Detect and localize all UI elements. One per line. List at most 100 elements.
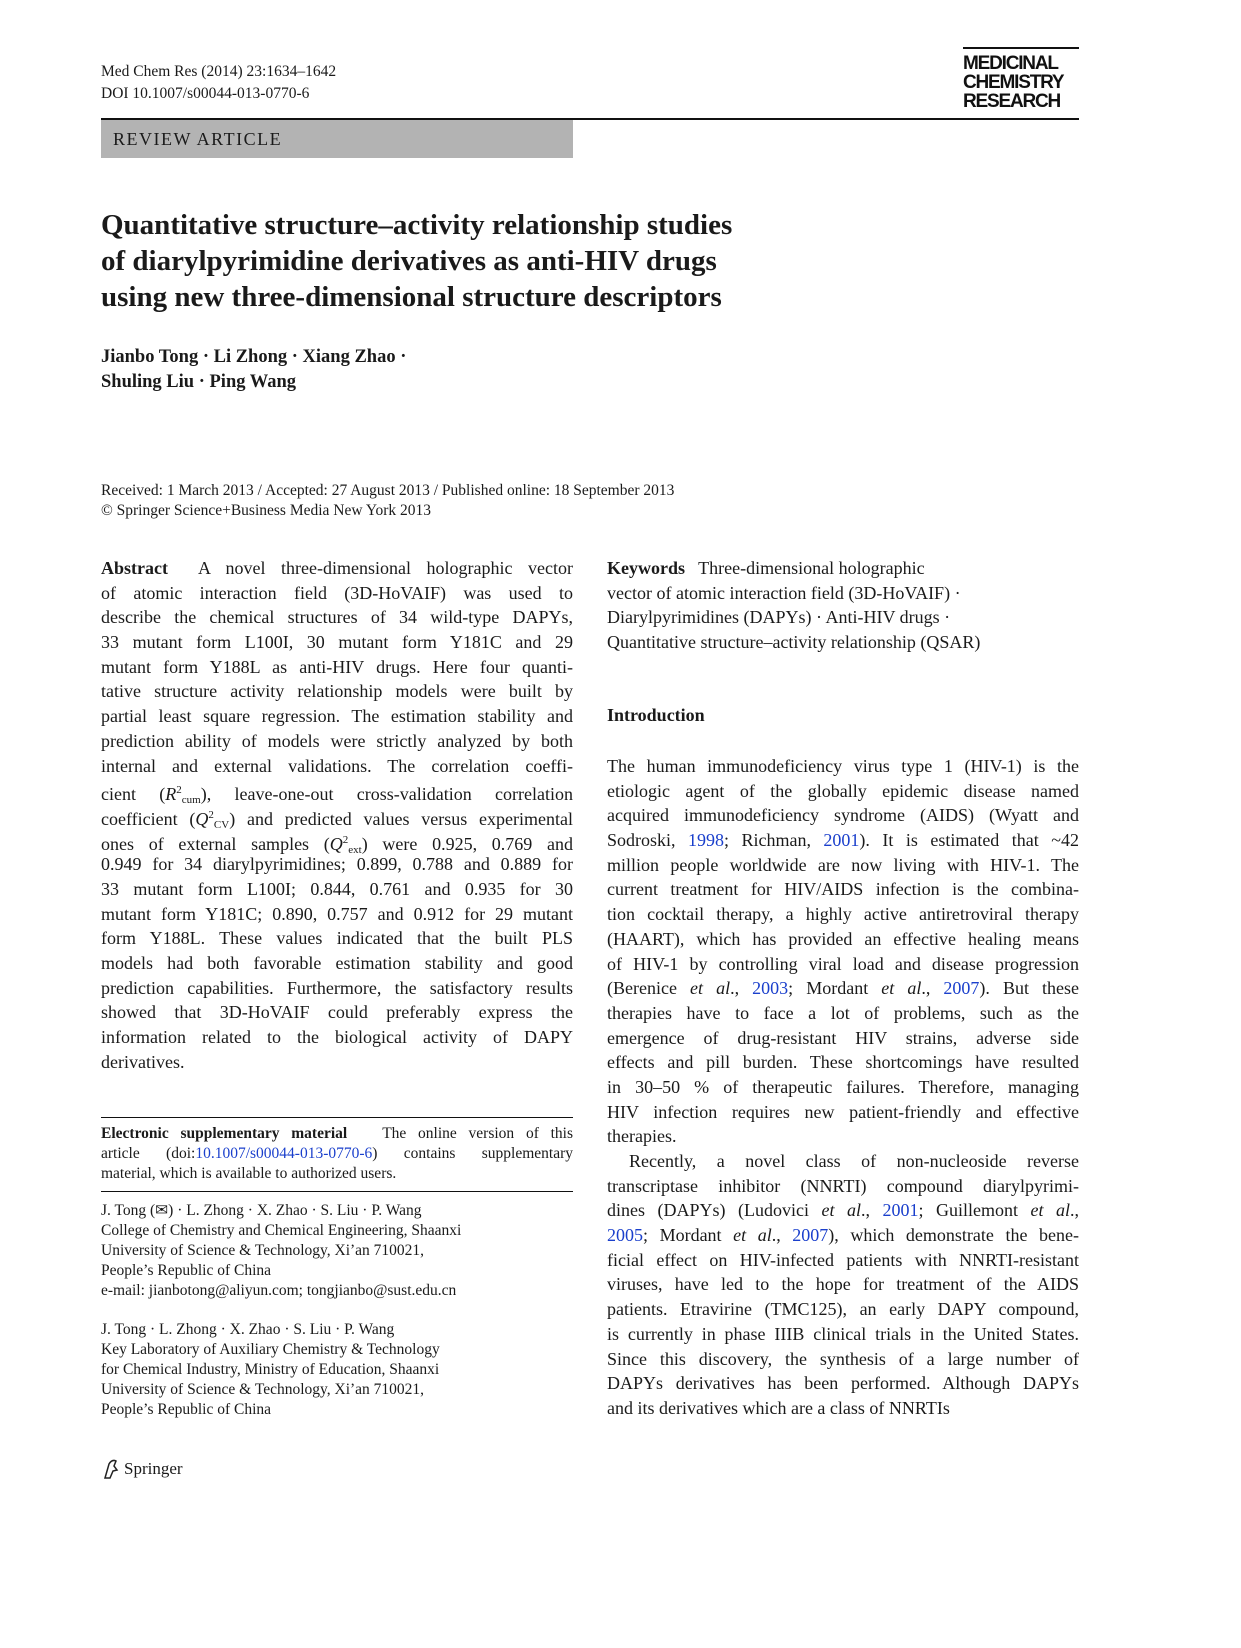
text-span: ., [730, 978, 753, 999]
text-span: ; Mordant [643, 1225, 734, 1246]
text-line: Abstract A novel three-dimensional holog… [101, 556, 573, 581]
text-span: 2 [176, 784, 182, 797]
text-span: is currently in phase IIIB clinical tria… [607, 1323, 1079, 1344]
reference-link[interactable]: 2003 [752, 978, 789, 999]
header-rule [101, 118, 1079, 120]
text-span: million people worldwide are now living … [607, 854, 1079, 875]
text-span: R [165, 784, 177, 805]
text-span: et al [690, 978, 731, 999]
reference-link[interactable]: 2001 [823, 830, 860, 851]
text-line: partial least square regression. The est… [101, 704, 573, 729]
text-span: et al [1030, 1200, 1071, 1221]
text-span: tative structure activity relationship m… [101, 681, 573, 702]
text-span: ; Mordant [788, 978, 882, 999]
text-span: therapies have to face a lot of problems… [607, 1002, 1079, 1023]
text-line: Quantitative structure–activity relation… [607, 630, 1079, 655]
text-span: The human immunodeficiency virus type 1 … [607, 756, 1079, 776]
text-span: 2 [208, 808, 214, 821]
text-span: Three-dimensional holographic [685, 558, 925, 578]
text-span: Keywords [607, 558, 685, 578]
text-line: Sodroski, 1998; Richman, 2001). It is es… [607, 828, 1079, 853]
affiliation-1: J. Tong (✉) · L. Zhong · X. Zhao · S. Li… [101, 1201, 573, 1301]
text-span: cient ( [101, 784, 166, 805]
reference-link[interactable]: 2007 [792, 1225, 829, 1246]
text-span: transcriptase inhibitor (NNRTI) compound… [607, 1175, 1079, 1196]
text-line: prediction ability of models were strict… [101, 729, 573, 754]
text-span: ext [348, 843, 362, 856]
text-line: DAPYs derivatives has been performed. Al… [607, 1371, 1079, 1396]
text-line: information related to the biological ac… [101, 1025, 573, 1050]
text-span: etiologic agent of the globally epidemic… [607, 780, 1079, 801]
text-line: transcriptase inhibitor (NNRTI) compound… [607, 1174, 1079, 1199]
text-span: describe the chemical structures of 34 w… [101, 607, 573, 628]
text-line: e-mail: jianbotong@aliyun.com; tongjianb… [101, 1282, 457, 1299]
text-span: models had both favorable estimation sta… [101, 953, 573, 973]
text-span: ones of external samples ( [101, 833, 330, 854]
text-span: showed that 3D-HoVAIF could preferably e… [101, 1002, 573, 1023]
text-line: People’s Republic of China [101, 1401, 272, 1418]
text-span: internal and external validations. The c… [101, 755, 573, 776]
text-line: for Chemical Industry, Ministry of Educa… [101, 1361, 440, 1378]
text-line: derivatives. [101, 1050, 573, 1075]
abstract: Abstract A novel three-dimensional holog… [101, 556, 573, 1074]
text-span: ., [921, 978, 944, 999]
reference-link[interactable]: 2001 [882, 1200, 919, 1221]
affiliation-2: J. Tong · L. Zhong · X. Zhao · S. Liu · … [101, 1320, 573, 1420]
text-line: Electronic supplementary material The on… [101, 1124, 573, 1144]
text-line: of atomic interaction field (3D-HoVAIF) … [101, 581, 573, 606]
text-span: ficial effect on HIV-infected patients w… [607, 1249, 1079, 1270]
text-line: form Y188L. These values indicated that … [101, 926, 573, 951]
footnote-rule [101, 1117, 573, 1118]
text-span: Q [195, 808, 209, 829]
text-span: material, which is available to authoriz… [101, 1165, 397, 1182]
text-span: et al [821, 1200, 861, 1221]
text-line: J. Tong · L. Zhong · X. Zhao · S. Liu · … [101, 1321, 395, 1338]
text-line: The human immunodeficiency virus type 1 … [607, 754, 1079, 779]
dates-line: Received: 1 March 2013 / Accepted: 27 Au… [101, 482, 675, 499]
text-line: viruses, have led to the hope for treatm… [607, 1272, 1079, 1297]
text-span: (Berenice [607, 978, 691, 999]
text-span: acquired immunodeficiency syndrome (AIDS… [607, 805, 1079, 826]
text-span: ) and predicted values versus experiment… [229, 808, 573, 829]
reference-link[interactable]: 1998 [687, 830, 724, 851]
logo-line: RESEARCH [963, 91, 1061, 112]
reference-link[interactable]: 2007 [943, 978, 980, 999]
text-span: Sodroski, [607, 830, 688, 851]
text-span: 33 mutant form L100I; 0.844, 0.761 and 0… [101, 878, 573, 899]
text-line: People’s Republic of China [101, 1262, 272, 1279]
section-heading-introduction: Introduction [607, 705, 705, 725]
text-span: ) were 0.925, 0.769 and [361, 833, 573, 854]
text-span: 33 mutant form L100I, 30 mutant form Y18… [101, 632, 573, 653]
journal-header: Med Chem Res (2014) 23:1634–1642 DOI 10.… [101, 61, 336, 105]
reference-link[interactable]: 2005 [607, 1225, 643, 1246]
text-span: Abstract [101, 558, 168, 578]
text-span: cum [181, 794, 201, 807]
text-span: ; Richman, [723, 830, 824, 851]
text-line: is currently in phase IIIB clinical tria… [607, 1322, 1079, 1347]
text-span: emergence of drug-resistant HIV strains,… [607, 1027, 1079, 1048]
text-span: prediction capabilities. Furthermore, th… [101, 977, 573, 998]
doi: DOI 10.1007/s00044-013-0770-6 [101, 85, 310, 102]
logo-line: MEDICINAL [963, 53, 1059, 74]
text-line: effects and pill burden. These shortcomi… [607, 1050, 1079, 1075]
text-span: (HAART), which has provided an effective… [607, 928, 1079, 949]
text-line: mutant form Y188L as anti-HIV drugs. Her… [101, 655, 573, 680]
text-line: describe the chemical structures of 34 w… [101, 605, 573, 630]
text-span: CV [213, 818, 230, 831]
text-span: article (doi: [101, 1145, 196, 1162]
text-line: material, which is available to authoriz… [101, 1164, 573, 1184]
text-line: internal and external validations. The c… [101, 754, 573, 779]
text-span: therapies. [607, 1126, 677, 1147]
text-span: Q [329, 833, 343, 854]
text-span: and its derivatives which are a class of… [607, 1397, 950, 1418]
text-span: A novel three-dimensional holographic ve… [167, 558, 573, 578]
text-span: mutant form Y188L as anti-HIV drugs. Her… [101, 656, 573, 677]
text-span: 0.949 for 34 diarylpyrimidines; 0.899, 0… [101, 854, 573, 875]
reference-link[interactable]: 10.1007/s00044-013-0770-6 [195, 1145, 373, 1162]
text-span: Diarylpyrimidines (DAPYs) · Anti-HIV dru… [607, 607, 951, 628]
text-span: vector of atomic interaction field (3D-H… [607, 582, 961, 603]
keywords: Keywords Three-dimensional holographic ve… [607, 556, 1079, 655]
text-span: ; Guillemont [918, 1200, 1031, 1221]
text-line: prediction capabilities. Furthermore, th… [101, 976, 573, 1001]
